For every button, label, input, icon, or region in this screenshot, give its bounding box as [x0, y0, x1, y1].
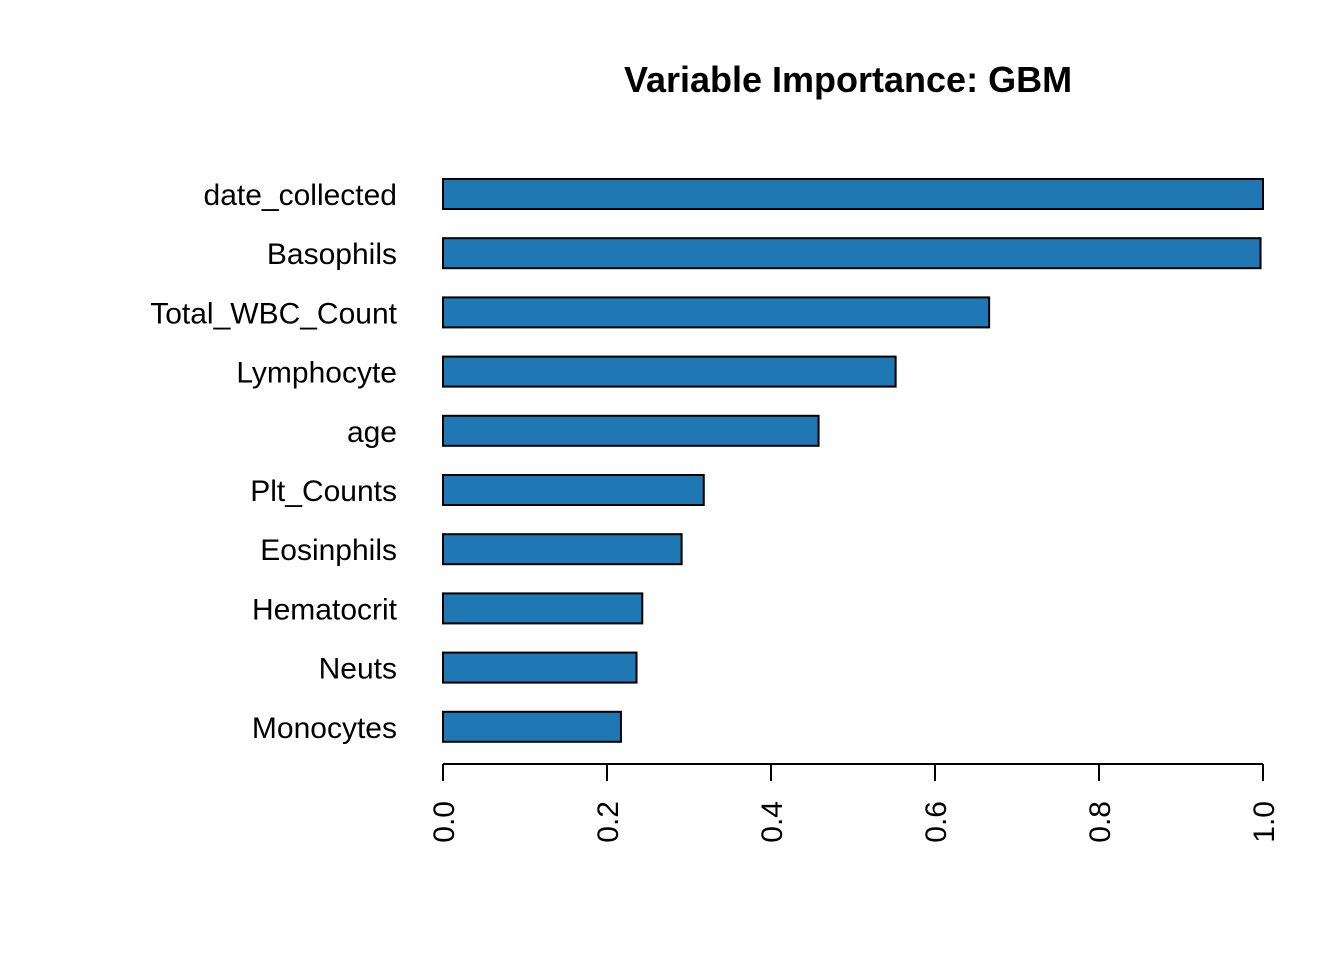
category-label: age — [347, 416, 397, 449]
bar-neuts — [442, 651, 638, 684]
bars-group — [442, 178, 1264, 743]
bar-monocytes — [442, 710, 622, 743]
x-tick-label: 0.4 — [756, 801, 789, 843]
category-label: Lymphocyte — [236, 357, 397, 390]
category-labels: date_collected Basophils Total_WBC_Count Ly… — [150, 179, 397, 745]
category-label: Basophils — [267, 238, 397, 271]
bar-basophils — [442, 237, 1262, 270]
category-label: Eosinphils — [260, 534, 397, 567]
bar-date-collected — [442, 178, 1264, 210]
category-label: Neuts — [319, 653, 397, 686]
bar-lymphocyte — [442, 355, 897, 388]
category-label: Total_WBC_Count — [150, 297, 397, 330]
category-label: date_collected — [204, 179, 397, 212]
bar-plt-counts — [442, 474, 705, 506]
bar-eosinphils — [442, 533, 683, 566]
x-tick-label: 0.2 — [592, 801, 625, 843]
category-label: Plt_Counts — [250, 475, 397, 508]
bar-total-wbc-count — [442, 296, 991, 329]
category-label: Monocytes — [252, 712, 397, 745]
x-tick-label: 0.8 — [1084, 801, 1117, 843]
chart-title: Variable Importance: GBM — [624, 59, 1072, 100]
x-tick-label: 0.0 — [428, 801, 461, 843]
bar-age — [442, 414, 820, 447]
x-tick-label: 0.6 — [920, 801, 953, 843]
bar-hematocrit — [442, 592, 644, 625]
x-axis: 0.0 0.2 0.4 0.6 0.8 1.0 — [428, 763, 1281, 843]
x-tick-label: 1.0 — [1248, 801, 1281, 843]
category-label: Hematocrit — [252, 593, 398, 626]
